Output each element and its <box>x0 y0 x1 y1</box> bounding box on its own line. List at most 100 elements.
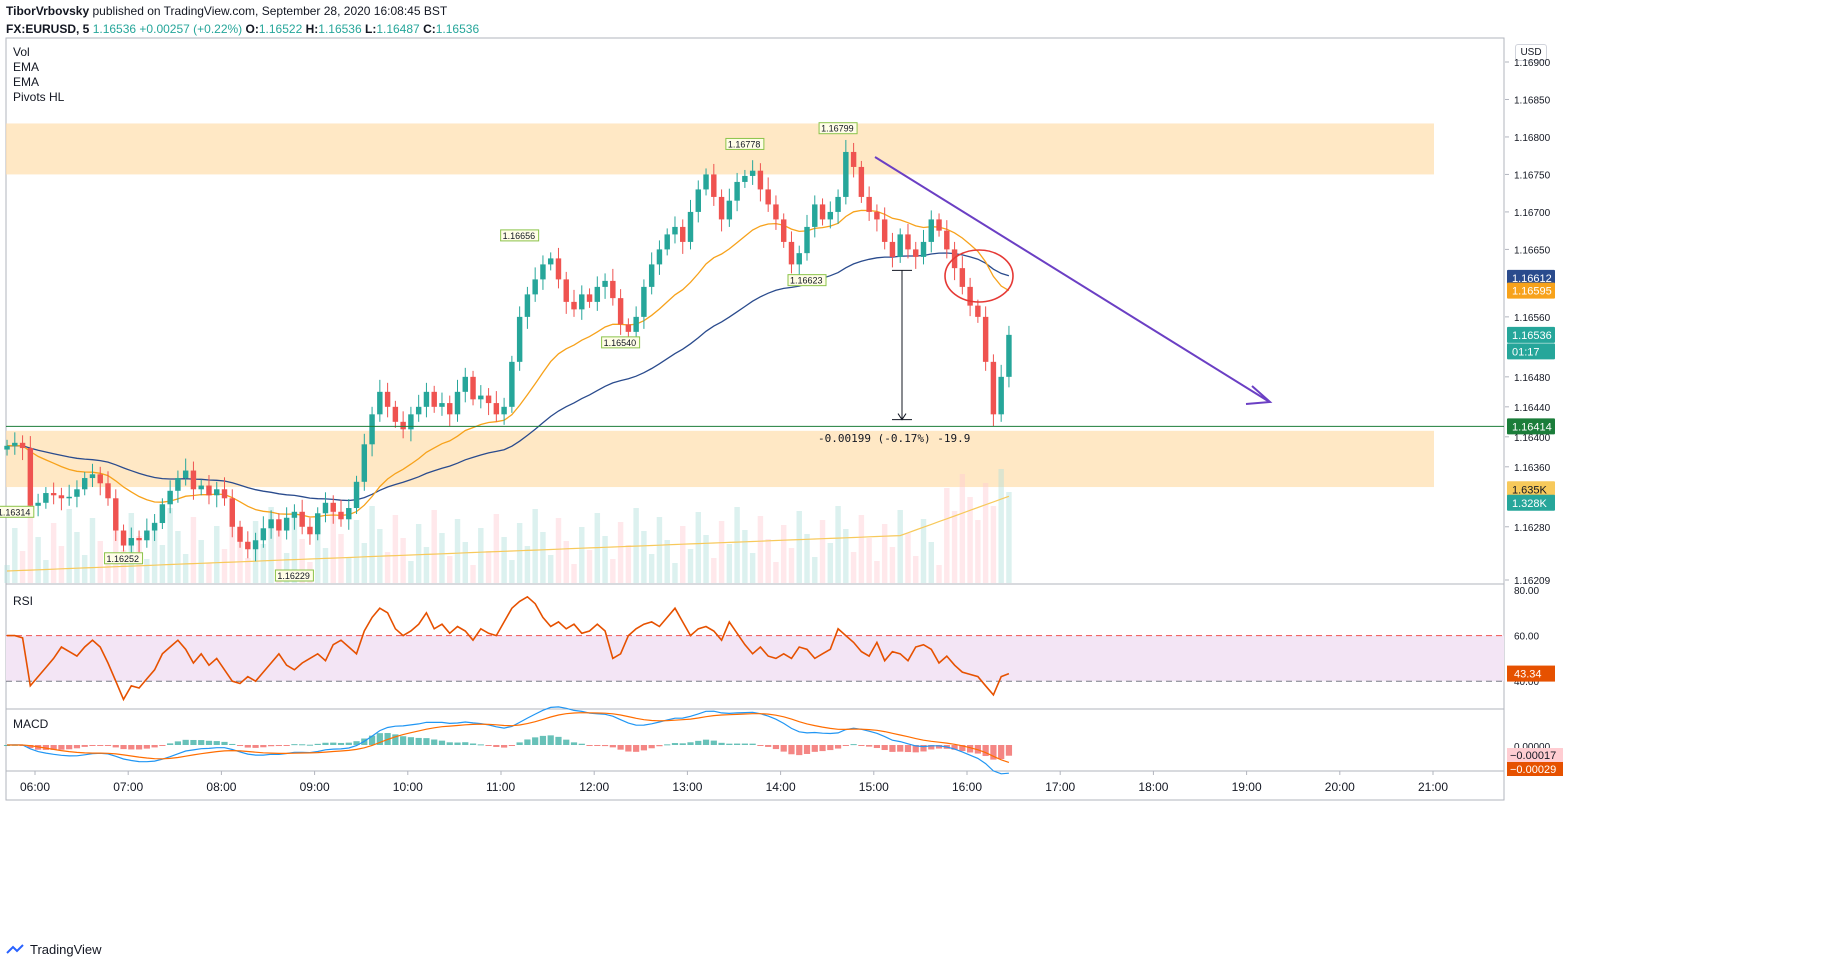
macd-histogram-bar <box>431 739 438 745</box>
close-value: 1.16536 <box>435 22 480 36</box>
macd-signal-line <box>7 712 1010 763</box>
candle-body <box>175 478 181 491</box>
macd-histogram-bar <box>710 740 717 745</box>
macd-histogram-bar <box>601 745 609 747</box>
pivot-label: 1.16252 <box>107 554 140 564</box>
volume-bar <box>664 540 670 583</box>
volume-bar <box>586 550 593 583</box>
macd-histogram-bar <box>190 739 197 745</box>
price-badge-label: 1.328K <box>1512 498 1548 510</box>
macd-histogram-bar <box>702 739 710 745</box>
macd-histogram-bar <box>306 744 314 746</box>
time-tick-label: 09:00 <box>300 780 330 794</box>
supply-demand-zone-1 <box>6 430 1434 488</box>
volume-bar <box>641 531 647 583</box>
candle-body <box>664 234 670 250</box>
candle-body <box>167 490 173 505</box>
macd-histogram-bar <box>299 744 306 746</box>
indicator-ema-2[interactable]: EMA <box>13 75 40 89</box>
candle-body <box>656 249 663 265</box>
macd-histogram-bar <box>834 745 842 749</box>
macd-histogram-bar <box>291 744 298 746</box>
volume-bar <box>819 520 826 583</box>
candle-body <box>796 253 802 265</box>
macd-histogram-bar <box>920 745 927 752</box>
tradingview-footer: TradingView <box>6 942 102 957</box>
candle-body <box>439 403 445 407</box>
macd-histogram-bar <box>376 733 383 745</box>
macd-histogram-bar <box>260 745 267 748</box>
candle-body <box>843 151 849 197</box>
volume-bar <box>493 514 500 583</box>
macd-line <box>6 706 1009 775</box>
macd-histogram-bar <box>275 745 282 747</box>
supply-demand-zone-0 <box>6 123 1434 175</box>
candle-body <box>749 170 756 176</box>
currency-badge[interactable]: USD <box>1515 44 1547 61</box>
rsi-line <box>7 595 1010 702</box>
pivot-label-box <box>787 274 827 287</box>
author-name[interactable]: TiborVrbovsky <box>6 4 90 18</box>
price-tick-label: 1.16440 <box>1514 403 1551 414</box>
macd-title[interactable]: MACD <box>13 717 49 731</box>
candle-body <box>897 234 903 257</box>
volume-bar <box>439 533 445 583</box>
macd-histogram-bar <box>555 736 562 745</box>
tradingview-brand[interactable]: TradingView <box>30 942 102 957</box>
candle-body <box>835 196 841 212</box>
symbol-label[interactable]: FX:EURUSD, 5 <box>6 22 90 36</box>
macd-histogram-bar <box>1005 745 1013 756</box>
candle-body <box>408 414 414 430</box>
macd-histogram-bar <box>213 741 220 745</box>
macd-histogram-bar <box>695 740 702 745</box>
volume-bar <box>454 519 461 583</box>
volume-bar <box>726 544 733 583</box>
macd-histogram-bar <box>42 745 49 750</box>
candle-body <box>346 508 352 520</box>
indicator-ema-1[interactable]: EMA <box>13 60 40 74</box>
macd-histogram-bar <box>454 742 461 745</box>
volume-bar <box>509 560 515 583</box>
candle-body <box>990 361 997 415</box>
volume-bar <box>198 540 204 583</box>
candle-body <box>858 166 865 197</box>
candle-body <box>975 305 981 317</box>
volume-bar <box>206 563 212 583</box>
candle-body <box>276 519 282 531</box>
macd-histogram-bar <box>524 739 531 745</box>
candle-body <box>742 175 748 182</box>
open-value: 1.16522 <box>258 22 303 36</box>
rsi-title[interactable]: RSI <box>13 594 34 608</box>
rsi-tick-label: 60.00 <box>1514 632 1539 643</box>
macd-histogram-bar <box>827 745 834 751</box>
candle-body <box>695 189 701 212</box>
volume-bar <box>346 557 352 583</box>
indicator-vol[interactable]: Vol <box>13 45 30 59</box>
price-badge-label: 1.16612 <box>1512 273 1552 285</box>
candle-body <box>881 219 888 242</box>
volume-bar <box>283 553 290 583</box>
macd-histogram-bar <box>897 745 904 752</box>
low-label: L: <box>365 22 377 36</box>
indicator-pivots[interactable]: Pivots HL <box>13 90 65 104</box>
candle-body <box>563 279 569 302</box>
volume-bar <box>905 533 911 583</box>
time-tick-label: 07:00 <box>113 780 143 794</box>
macd-histogram-bar <box>174 741 182 745</box>
time-tick-label: 13:00 <box>672 780 702 794</box>
candle-body <box>967 286 973 306</box>
candle-body <box>959 268 966 287</box>
candle-body <box>423 391 430 407</box>
macd-histogram-bar <box>81 745 88 747</box>
price-tick-label: 1.16360 <box>1514 463 1551 474</box>
candle-body <box>594 286 601 302</box>
ema-fast-line <box>6 209 1010 518</box>
candle-body <box>237 526 243 542</box>
macd-histogram-bar <box>850 744 857 746</box>
volume-bar <box>470 565 476 583</box>
candle-body <box>58 495 65 499</box>
macd-histogram-bar <box>842 745 849 746</box>
rsi-value-label: 43.34 <box>1514 669 1542 681</box>
candle-body <box>43 493 49 503</box>
